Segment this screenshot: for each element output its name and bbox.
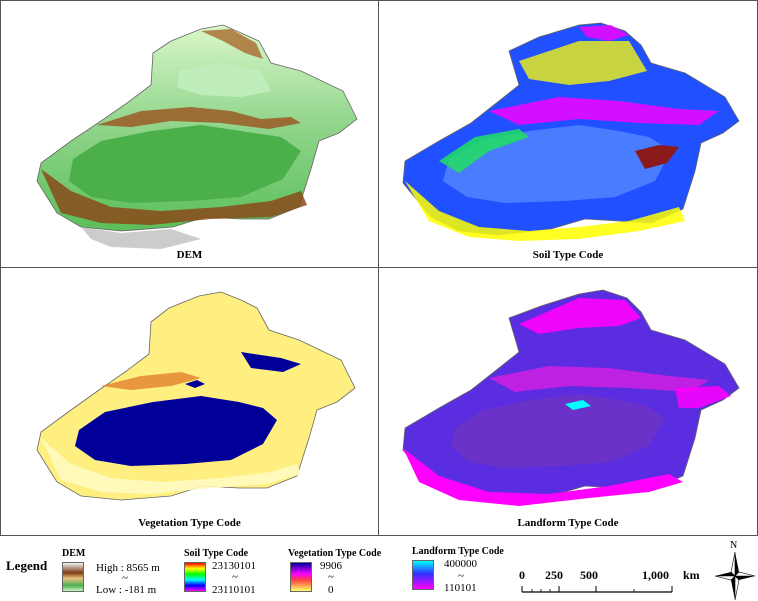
altai-range	[201, 29, 263, 59]
scale-unit: km	[683, 568, 700, 582]
kunlun-range	[41, 169, 307, 225]
landform-cyan	[565, 400, 591, 410]
legend-dem-low: Low : -181 m	[96, 584, 157, 596]
legend-land-low: 110101	[444, 582, 477, 594]
legend-title: Legend	[6, 558, 48, 573]
soil-dark-red	[635, 145, 679, 169]
north-arrow-icon	[715, 552, 755, 600]
tianshan-range	[97, 107, 301, 129]
landform-map	[402, 289, 740, 506]
caption-soil: Soil Type Code	[532, 249, 604, 261]
legend-soil-ramp	[184, 562, 206, 592]
caption-dem: DEM	[176, 249, 203, 261]
soil-magenta-north	[579, 25, 629, 41]
legend-land-heading: Landform Type Code	[412, 546, 504, 557]
scale-label-500: 500	[580, 568, 598, 582]
caption-vegetation: Vegetation Type Code	[138, 517, 241, 529]
veg-lake	[185, 380, 205, 388]
legend-land-ramp	[412, 560, 434, 590]
landform-east	[675, 386, 731, 408]
soil-magenta-ridge	[489, 97, 719, 125]
soil-yellow-north	[519, 41, 647, 85]
caption-landform: Landform Type Code	[517, 517, 619, 529]
map-panel-vegetation: Vegetation Type Code	[0, 267, 379, 536]
scale-label-1000: 1,000	[642, 568, 669, 582]
soil-map	[402, 22, 740, 241]
veg-orange-patches	[101, 372, 201, 390]
tarim-basin	[69, 125, 301, 203]
legend-veg-ramp	[290, 562, 312, 592]
legend-soil-tilde: ~	[232, 571, 238, 583]
legend-land-tilde: ~	[458, 570, 464, 582]
veg-light-margin	[41, 438, 301, 494]
legend-dem-heading: DEM	[62, 548, 86, 559]
scale-label-0: 0	[519, 568, 525, 582]
legend-veg-low: 0	[328, 584, 334, 596]
dem-map	[36, 24, 358, 249]
north-arrow-label: N	[730, 540, 738, 551]
soil-yellow-south	[405, 181, 685, 241]
landform-ridge	[489, 366, 709, 392]
veg-desert-basin	[75, 396, 277, 466]
landform-basin	[451, 394, 665, 468]
map-panel-soil: Soil Type Code	[378, 0, 758, 268]
map-panel-dem: DEM	[0, 0, 379, 268]
tibet-plateau	[81, 227, 201, 249]
legend-soil-low: 23110101	[212, 584, 256, 596]
scale-label-250: 250	[545, 568, 563, 582]
vegetation-map	[36, 291, 356, 501]
legend-dem-ramp	[62, 562, 84, 592]
landform-magenta-rim	[403, 448, 683, 506]
veg-blue-north	[241, 352, 301, 372]
legend: Legend DEM High : 8565 m ~ Low : -181 m …	[0, 538, 758, 601]
scale-bar	[521, 586, 673, 593]
legend-land-high: 400000	[444, 558, 477, 570]
legend-soil-heading: Soil Type Code	[184, 548, 249, 559]
legend-dem-high: High : 8565 m	[96, 562, 160, 574]
soil-green-band	[439, 129, 529, 173]
legend-veg-high: 9906	[320, 560, 342, 572]
legend-veg-tilde: ~	[328, 571, 334, 583]
legend-veg-heading: Vegetation Type Code	[288, 548, 382, 559]
legend-dem-tilde: ~	[122, 572, 128, 584]
landform-magenta-north	[519, 298, 641, 334]
legend-soil-high: 23130101	[212, 560, 256, 572]
map-panel-landform: Landform Type Code	[378, 267, 758, 536]
dzungar-basin	[177, 63, 271, 97]
